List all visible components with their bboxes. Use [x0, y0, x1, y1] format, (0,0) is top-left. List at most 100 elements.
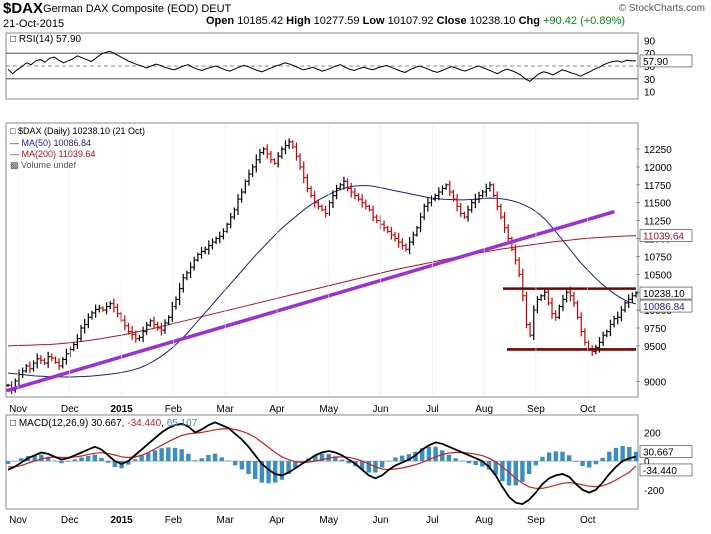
price-legend-title: □ $DAX (Daily) 10238.10 (21 Oct) [10, 126, 145, 136]
macd-histogram-bar [339, 459, 345, 462]
macd-x-tick-label: May [319, 515, 338, 526]
macd-value-label: 30.667 [643, 448, 674, 459]
macd-histogram-bar [206, 455, 211, 462]
price-panel [5, 122, 639, 398]
macd-histogram-bar [513, 461, 518, 486]
ma50-line [7, 185, 637, 378]
macd-histogram-bar [359, 461, 365, 470]
macd-x-tick-label: Jul [426, 515, 439, 526]
macd-histogram-bar [166, 447, 171, 462]
macd-tick-label: 0 [644, 457, 650, 468]
macd-signal-value-label-box [639, 463, 693, 477]
macd-histogram-bar [199, 458, 204, 462]
macd-histogram-bar [593, 461, 599, 465]
watermark: © StockCharts.com [618, 3, 705, 14]
macd-histogram-bar [159, 448, 164, 462]
price-tick-label: 12250 [644, 145, 672, 156]
macd-x-tick-label: Sep [527, 515, 545, 526]
x-axis-layer: Nov Nov Dec Dec 2015 2015 Feb Feb Mar Mar Apr Apr Ma… [9, 124, 596, 526]
price-tick-label: 9750 [644, 324, 667, 335]
macd-histogram-bar [186, 453, 191, 462]
macd-histogram-bar [252, 461, 258, 480]
macd-x-tick-label: Nov [9, 515, 27, 526]
price-close-label: 10238.10 [643, 289, 685, 300]
ma50-value-label-box [639, 299, 693, 313]
macd-histogram-bar [139, 455, 144, 462]
change-label: Chg [518, 15, 540, 27]
price-x-tick-label: 2015 [110, 404, 133, 415]
rsi-layer: 907050301057.90 [6, 36, 693, 99]
macd-histogram-bar [172, 447, 178, 462]
price-legend-volume: ▩ Volume undef [10, 160, 77, 170]
macd-histogram-bar [620, 445, 625, 462]
macd-histogram-bar [286, 461, 291, 474]
macd-histogram-bar [540, 456, 545, 462]
rsi-last-value-box [639, 54, 693, 68]
price-bar [634, 291, 638, 298]
support-trendline [6, 210, 615, 393]
price-tick-label: 11750 [644, 181, 672, 192]
macd-x-tick-label: Feb [165, 515, 183, 526]
macd-histogram-bar [426, 446, 432, 462]
rsi-tick-label: 90 [644, 36, 656, 47]
quote-summary: Open 10185.42 High 10277.59 Low 10107.92… [206, 15, 625, 27]
macd-histogram-bar [446, 454, 452, 462]
price-x-tick-label: Apr [269, 404, 285, 415]
macd-histogram-bar [45, 457, 51, 462]
rsi-last-value: 57.90 [643, 57, 668, 68]
price-x-tick-label: Nov [9, 404, 27, 415]
macd-legend: □ MACD(12,26,9) 30.667, -34.440, 65.107 [10, 418, 198, 429]
macd-histogram-bar [132, 459, 138, 462]
high-label: High [286, 15, 311, 27]
ma200-line [7, 235, 637, 347]
macd-histogram-bar [5, 461, 11, 464]
macd-histogram-bar [399, 455, 405, 462]
macd-histogram-bar [393, 457, 398, 462]
change-value: +90.42 (+0.89%) [543, 15, 626, 27]
macd-histogram-bar [112, 461, 118, 468]
macd-histogram-bar [232, 461, 238, 466]
price-tick-label: 10750 [644, 252, 672, 263]
price-x-tick-label: Dec [61, 404, 79, 415]
macd-histogram-bar [406, 454, 412, 462]
macd-histogram-bar [346, 461, 351, 464]
macd-histogram-bar [466, 461, 472, 464]
macd-histogram-bar [473, 461, 478, 466]
close-label: Close [436, 15, 467, 27]
macd-histogram-bar [520, 461, 525, 482]
macd-histogram-bar [192, 460, 198, 462]
macd-histogram-bar [19, 458, 24, 462]
macd-histogram-bar [246, 461, 251, 474]
macd-histogram-bar [259, 461, 265, 483]
macd-histogram-bar [493, 461, 498, 475]
macd-histogram-bar [313, 455, 318, 462]
macd-histogram-bar [500, 461, 505, 482]
macd-histogram-bar [607, 451, 612, 462]
macd-histogram-bar [59, 461, 64, 464]
macd-x-tick-label: Oct [580, 515, 596, 526]
price-tick-label: 11250 [644, 217, 672, 228]
price-x-tick-label: May [319, 404, 338, 415]
ticker-symbol: $DAX [3, 0, 44, 17]
macd-x-tick-label: Dec [61, 515, 79, 526]
rsi-legend: □ RSI(14) 57.90 [10, 34, 82, 45]
macd-histogram-bar [453, 458, 458, 462]
macd-histogram-bar [420, 448, 425, 462]
macd-histogram-bar [293, 461, 298, 468]
macd-x-tick-label: 2015 [110, 515, 133, 526]
macd-histogram-bar [279, 461, 285, 480]
price-x-tick-label: Jul [426, 404, 439, 415]
macd-histogram-bar [32, 455, 37, 462]
macd-legend-signal: -34.440 [127, 418, 161, 429]
price-x-tick-label: Aug [475, 404, 493, 415]
price-x-tick-label: Jun [373, 404, 389, 415]
price-close-label-box [639, 286, 693, 300]
macd-histogram-bar [633, 451, 639, 462]
macd-signal-line [8, 427, 637, 489]
macd-histogram-bar [526, 461, 532, 474]
macd-value-label-box [639, 445, 693, 458]
macd-histogram-bar [326, 453, 331, 462]
macd-layer: 200 0 -200 30.667 -34.440 [5, 421, 693, 506]
open-value: 10185.42 [237, 15, 284, 27]
